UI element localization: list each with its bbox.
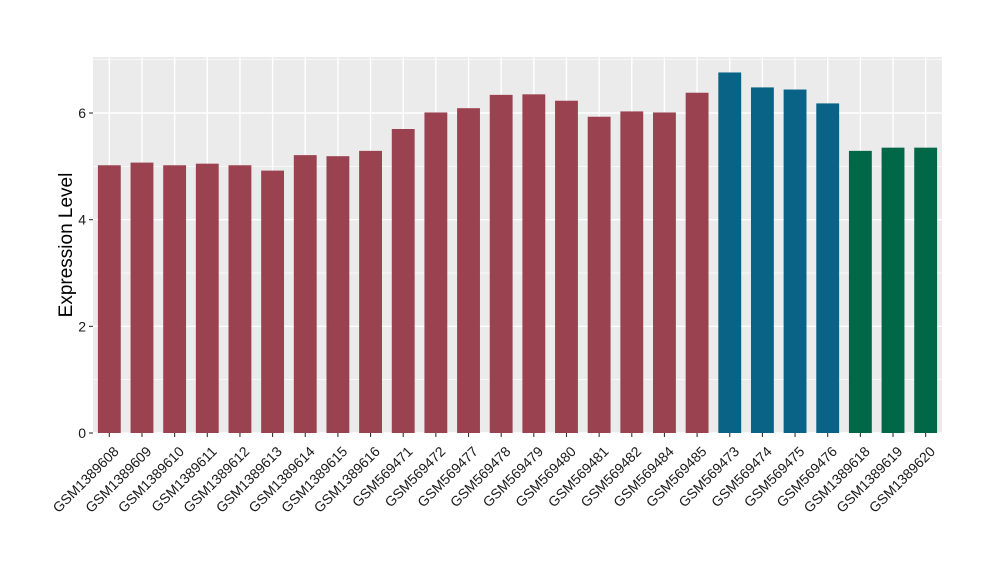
bar-GSM1389620 <box>914 147 938 433</box>
bar-GSM569479 <box>522 94 546 433</box>
bar-GSM569480 <box>555 100 578 433</box>
y-tick-label: 0 <box>78 425 86 441</box>
y-tick-label: 4 <box>78 212 86 228</box>
bar-GSM569473 <box>718 72 742 433</box>
x-axis: GSM1389608GSM1389609GSM1389610GSM1389611… <box>49 433 938 516</box>
y-axis: 0 2 4 6 <box>78 105 93 441</box>
bar-GSM569484 <box>653 112 676 433</box>
y-axis-title: Expression Level <box>56 173 77 318</box>
bar-GSM569477 <box>457 108 480 433</box>
bar-GSM1389614 <box>293 155 317 433</box>
bar-GSM569478 <box>489 94 513 433</box>
bar-GSM1389619 <box>881 147 905 433</box>
y-tick-label: 6 <box>78 105 86 121</box>
bar-GSM1389616 <box>359 150 382 433</box>
bar-GSM1389613 <box>261 170 285 433</box>
bar-GSM1389609 <box>130 162 154 433</box>
bar-GSM569475 <box>783 89 807 434</box>
bar-GSM1389618 <box>848 150 872 433</box>
bar-GSM569481 <box>587 116 611 433</box>
bars-group <box>97 72 938 434</box>
bar-GSM1389611 <box>195 163 219 433</box>
bar-GSM569482 <box>620 111 644 434</box>
bar-GSM1389615 <box>326 156 350 433</box>
y-tick-label: 2 <box>78 318 86 334</box>
bar-GSM1389608 <box>97 165 121 433</box>
bar-GSM1389610 <box>163 165 187 433</box>
bar-GSM569485 <box>685 92 709 433</box>
bar-GSM1389612 <box>228 165 252 433</box>
bar-GSM569472 <box>424 112 448 433</box>
bar-GSM569471 <box>391 129 415 433</box>
bar-GSM569476 <box>816 103 840 434</box>
bar-GSM569474 <box>750 87 774 434</box>
